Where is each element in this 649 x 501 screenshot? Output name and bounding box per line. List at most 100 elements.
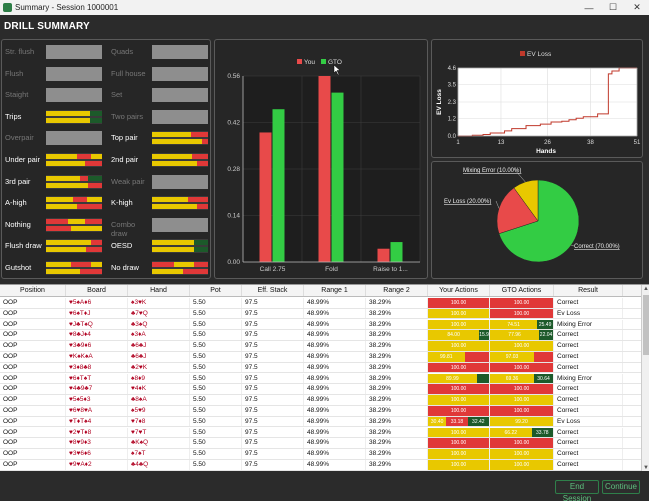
- column-header[interactable]: Range 1: [304, 285, 366, 296]
- hand-category-bar[interactable]: [152, 174, 208, 189]
- hand-category-bar[interactable]: [46, 196, 102, 211]
- action-segment: 15.91: [479, 330, 489, 341]
- cell-result: Correct: [554, 330, 623, 341]
- scroll-thumb[interactable]: [643, 295, 649, 355]
- table-row[interactable]: OOP ♥9♥A♦2 ♣4♣Q 5.50 97.5 48.99% 38.29% 100.00 1…: [0, 460, 641, 471]
- x-tick-label: 38: [587, 140, 594, 146]
- hand-category-bar[interactable]: [46, 239, 102, 254]
- table-row[interactable]: OOP ♥2♥T♦8 ♥7♥T 5.50 97.5 48.99% 38.29% 100.00 6…: [0, 427, 641, 439]
- table-row[interactable]: OOP ♥6♠T♦J ♣7♥Q 5.50 97.5 48.99% 38.29% 100.00 1…: [0, 308, 641, 320]
- frequency-segment: [90, 262, 102, 267]
- bar-you-1[interactable]: [318, 76, 331, 262]
- hand-category-bar[interactable]: [46, 174, 102, 189]
- bar-you-0[interactable]: [259, 132, 272, 262]
- column-header[interactable]: Position: [0, 285, 66, 296]
- hand-category-label: Nothing: [5, 219, 31, 229]
- hand-category-bar[interactable]: [152, 45, 208, 59]
- pie-slice-2[interactable]: [513, 179, 539, 222]
- table-row[interactable]: OOP ♥3♣9♦6 ♣6♣J 5.50 97.5 48.99% 38.29% 100.00 1…: [0, 341, 641, 352]
- bar-gto-1[interactable]: [331, 92, 344, 262]
- cell-pot: 5.50: [190, 373, 242, 384]
- table-scrollbar[interactable]: ▲ ▼: [641, 285, 649, 471]
- cell-gto-actions: 74.51 25.49: [490, 319, 554, 330]
- table-row[interactable]: OOP ♥5♠5♦3 ♣8♠A 5.50 97.5 48.99% 38.29% 100.00 1…: [0, 395, 641, 406]
- end-session-button[interactable]: End Session: [555, 480, 599, 501]
- cell-pos: OOP: [0, 341, 66, 351]
- column-header[interactable]: Pot: [190, 285, 242, 296]
- action-segment: [464, 352, 489, 362]
- cell-gto-actions: 99.20: [490, 416, 554, 427]
- table-row[interactable]: OOP ♥8♥9♦3 ♣K♠Q 5.50 97.5 48.99% 38.29% 100.00 1…: [0, 438, 641, 450]
- scroll-up-icon[interactable]: ▲: [643, 286, 649, 292]
- table-row[interactable]: OOP ♥J♣T♠Q ♣3♠Q 5.50 97.5 48.99% 38.29% 100.00 7…: [0, 319, 641, 331]
- hand-category-bar[interactable]: [152, 109, 208, 124]
- frequency-segment: [196, 204, 208, 210]
- table-row[interactable]: OOP ♥T♦T♠4 ♥7♦8 5.50 97.5 48.99% 38.29% 30.40 33…: [0, 416, 641, 428]
- maximize-button[interactable]: ☐: [608, 2, 618, 12]
- column-header[interactable]: Range 2: [366, 285, 428, 296]
- hand-category-bar[interactable]: [152, 66, 208, 81]
- hand-category-bar[interactable]: [152, 196, 208, 211]
- cell-board: ♥6♦T♠T: [66, 373, 128, 384]
- close-button[interactable]: ✕: [633, 2, 641, 12]
- cell-gto-actions: 100.00: [490, 298, 554, 308]
- hand-category-bar[interactable]: [46, 88, 102, 103]
- table-row[interactable]: OOP ♥6♦T♠T ♠8♦9 5.50 97.5 48.99% 38.29% 89.99 69…: [0, 373, 641, 385]
- hand-category-bar[interactable]: [46, 261, 102, 275]
- hand-category-bar[interactable]: [46, 131, 102, 146]
- frequency-segment: [152, 139, 203, 145]
- y-tick-label: 0.42: [227, 120, 240, 127]
- hand-category-bar[interactable]: [46, 66, 102, 81]
- hand-category-bar[interactable]: [152, 239, 208, 254]
- table-row[interactable]: OOP ♥6♥8♥A ♠5♥9 5.50 97.5 48.99% 38.29% 100.00 1…: [0, 406, 641, 417]
- column-header[interactable]: Board: [66, 285, 128, 296]
- hand-category-bar[interactable]: [46, 45, 102, 59]
- action-segment: 100.00: [428, 362, 489, 373]
- scroll-down-icon[interactable]: ▼: [643, 465, 649, 471]
- cell-result: Correct: [554, 427, 623, 438]
- hand-category-bar[interactable]: [46, 109, 102, 124]
- cell-r2: 38.29%: [366, 330, 428, 341]
- cell-pos: OOP: [0, 416, 66, 427]
- hand-category-bar[interactable]: [152, 88, 208, 103]
- hand-category-bar[interactable]: [152, 217, 208, 232]
- cell-r2: 38.29%: [366, 373, 428, 384]
- hand-category-bar[interactable]: [46, 153, 102, 167]
- cell-result: Correct: [554, 352, 623, 362]
- table-row[interactable]: OOP ♥5♠A♦6 ♠3♥K 5.50 97.5 48.99% 38.29% 100.00 1…: [0, 298, 641, 309]
- bar-gto-2[interactable]: [390, 242, 403, 262]
- bar-gto-0[interactable]: [272, 109, 285, 262]
- hand-category-label: OESD: [111, 241, 133, 251]
- cell-your-actions: 100.00: [428, 427, 490, 438]
- continue-button[interactable]: Continue: [602, 480, 640, 494]
- bar-you-2[interactable]: [377, 248, 390, 262]
- cell-board: ♥3♦8♣8: [66, 362, 128, 373]
- hand-category-bar[interactable]: [152, 261, 208, 275]
- column-header[interactable]: GTO Actions: [490, 285, 554, 296]
- hand-category-bar[interactable]: [46, 217, 102, 232]
- column-header[interactable]: Hand: [128, 285, 190, 296]
- hand-category-label: 2nd pair: [111, 155, 139, 164]
- hand-category-bar[interactable]: [152, 131, 208, 146]
- hand-category-bar[interactable]: [152, 153, 208, 167]
- cell-pot: 5.50: [190, 460, 242, 470]
- frequency-segment-row: [46, 240, 102, 246]
- cell-r1: 48.99%: [304, 460, 366, 470]
- table-row[interactable]: OOP ♥4♣9♣7 ♥4♦K 5.50 97.5 48.99% 38.29% 100.00 1…: [0, 384, 641, 396]
- column-header[interactable]: Eff. Stack: [242, 285, 304, 296]
- cell-board: ♥8♥9♦3: [66, 438, 128, 449]
- table-row[interactable]: OOP ♥8♣J♦4 ♠3♦A 5.50 97.5 48.99% 38.29% 84.00 15…: [0, 330, 641, 342]
- table-row[interactable]: OOP ♥3♥6♦6 ♠7♠T 5.50 97.5 48.99% 38.29% 100.00 1…: [0, 449, 641, 460]
- cell-result: Ev Loss: [554, 308, 623, 319]
- cell-hand: ♠5♥9: [128, 406, 190, 416]
- frequency-segment: [71, 225, 102, 231]
- table-row[interactable]: OOP ♥3♦8♣8 ♣2♥K 5.50 97.5 48.99% 38.29% 100.00 1…: [0, 362, 641, 374]
- minimize-button[interactable]: —: [584, 2, 594, 13]
- column-header[interactable]: Your Actions: [428, 285, 490, 296]
- hand-category-label: Top pair: [111, 133, 138, 143]
- column-header[interactable]: Result: [554, 285, 623, 296]
- pie-slice-1[interactable]: [496, 187, 539, 234]
- y-tick-label: 3.5: [448, 82, 457, 88]
- table-row[interactable]: OOP ♥K♠K♠A ♣6♣J 5.50 97.5 48.99% 38.29% 99.81 97…: [0, 352, 641, 363]
- y-tick-label: 0.28: [227, 166, 240, 173]
